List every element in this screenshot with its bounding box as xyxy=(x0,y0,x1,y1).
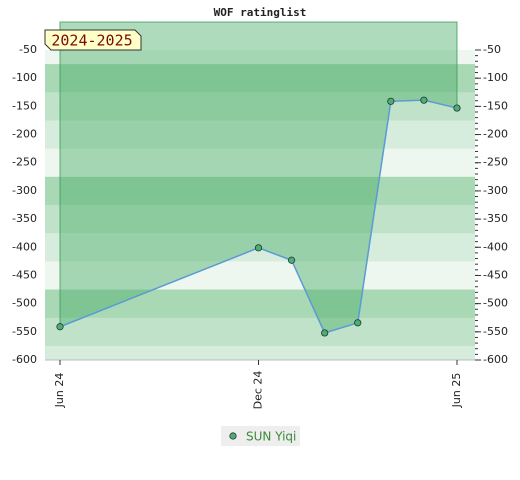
stripe xyxy=(45,289,475,305)
stripe xyxy=(45,50,475,65)
y-tick-label: -550 xyxy=(12,325,37,338)
y-tick-label: -350 xyxy=(12,212,37,225)
point xyxy=(420,96,428,104)
y-tick-label: -300 xyxy=(12,184,37,197)
stripe xyxy=(45,176,475,192)
point xyxy=(56,323,64,331)
annotation-box xyxy=(44,29,142,51)
stripe xyxy=(45,205,475,220)
point xyxy=(387,97,395,105)
point xyxy=(287,256,296,264)
stripe xyxy=(45,190,475,206)
y2-tick-label: -500 xyxy=(483,297,508,310)
y2-tick-label: -200 xyxy=(483,128,508,141)
y2-tick-label: -450 xyxy=(483,268,508,281)
chart-title: WOF ratinglist xyxy=(214,6,307,19)
stripe xyxy=(45,134,475,150)
stripe xyxy=(45,106,475,121)
stripe xyxy=(45,275,475,291)
y2-tick-label: -400 xyxy=(483,240,508,253)
stripe xyxy=(45,120,475,136)
annotation: 2024-2025 xyxy=(51,32,132,50)
y2-tick-label: -150 xyxy=(483,99,508,112)
plot-background xyxy=(45,50,475,361)
point xyxy=(254,244,263,252)
y-tick-label: -400 xyxy=(12,240,37,253)
y2-tick-label: -100 xyxy=(483,71,508,84)
y2-tick-label: -550 xyxy=(483,325,508,338)
legend-box xyxy=(221,426,300,446)
stripe xyxy=(45,317,475,333)
y2-tick-label: -600 xyxy=(483,353,508,366)
stripe xyxy=(45,345,475,361)
point xyxy=(321,329,329,337)
x-tick-label: Jun 25 xyxy=(450,373,463,409)
y-tick-label: -250 xyxy=(12,156,37,169)
stripe xyxy=(45,78,475,93)
y-tick-label: -450 xyxy=(12,268,37,281)
x-tick-label: Dec 24 xyxy=(252,371,265,410)
stripe xyxy=(45,64,475,79)
stripe xyxy=(45,219,475,234)
stripe xyxy=(45,331,475,347)
y-tick-label: -600 xyxy=(12,353,37,366)
y2-tick-label: -300 xyxy=(483,184,508,197)
y-tick-label: -50 xyxy=(19,43,37,56)
stripe xyxy=(45,233,475,248)
y-tick-label: -500 xyxy=(12,297,37,310)
y2-tick-label: -50 xyxy=(483,43,501,56)
stripe xyxy=(45,148,475,164)
stripe xyxy=(45,303,475,319)
line xyxy=(59,99,458,334)
stripe xyxy=(45,92,475,107)
point xyxy=(453,104,461,112)
legend-label: SUN Yiqi xyxy=(246,430,296,444)
y-tick-label: -150 xyxy=(12,99,37,112)
y2-tick-label: -350 xyxy=(483,212,508,225)
stripe xyxy=(45,162,475,178)
y2-tick-label: -250 xyxy=(483,156,508,169)
x-tick-label: Jun 24 xyxy=(53,373,66,409)
y-tick-label: -200 xyxy=(12,128,37,141)
legend-marker xyxy=(229,432,237,440)
stripe xyxy=(45,261,475,276)
y-tick-label: -100 xyxy=(12,71,37,84)
point xyxy=(354,319,362,327)
